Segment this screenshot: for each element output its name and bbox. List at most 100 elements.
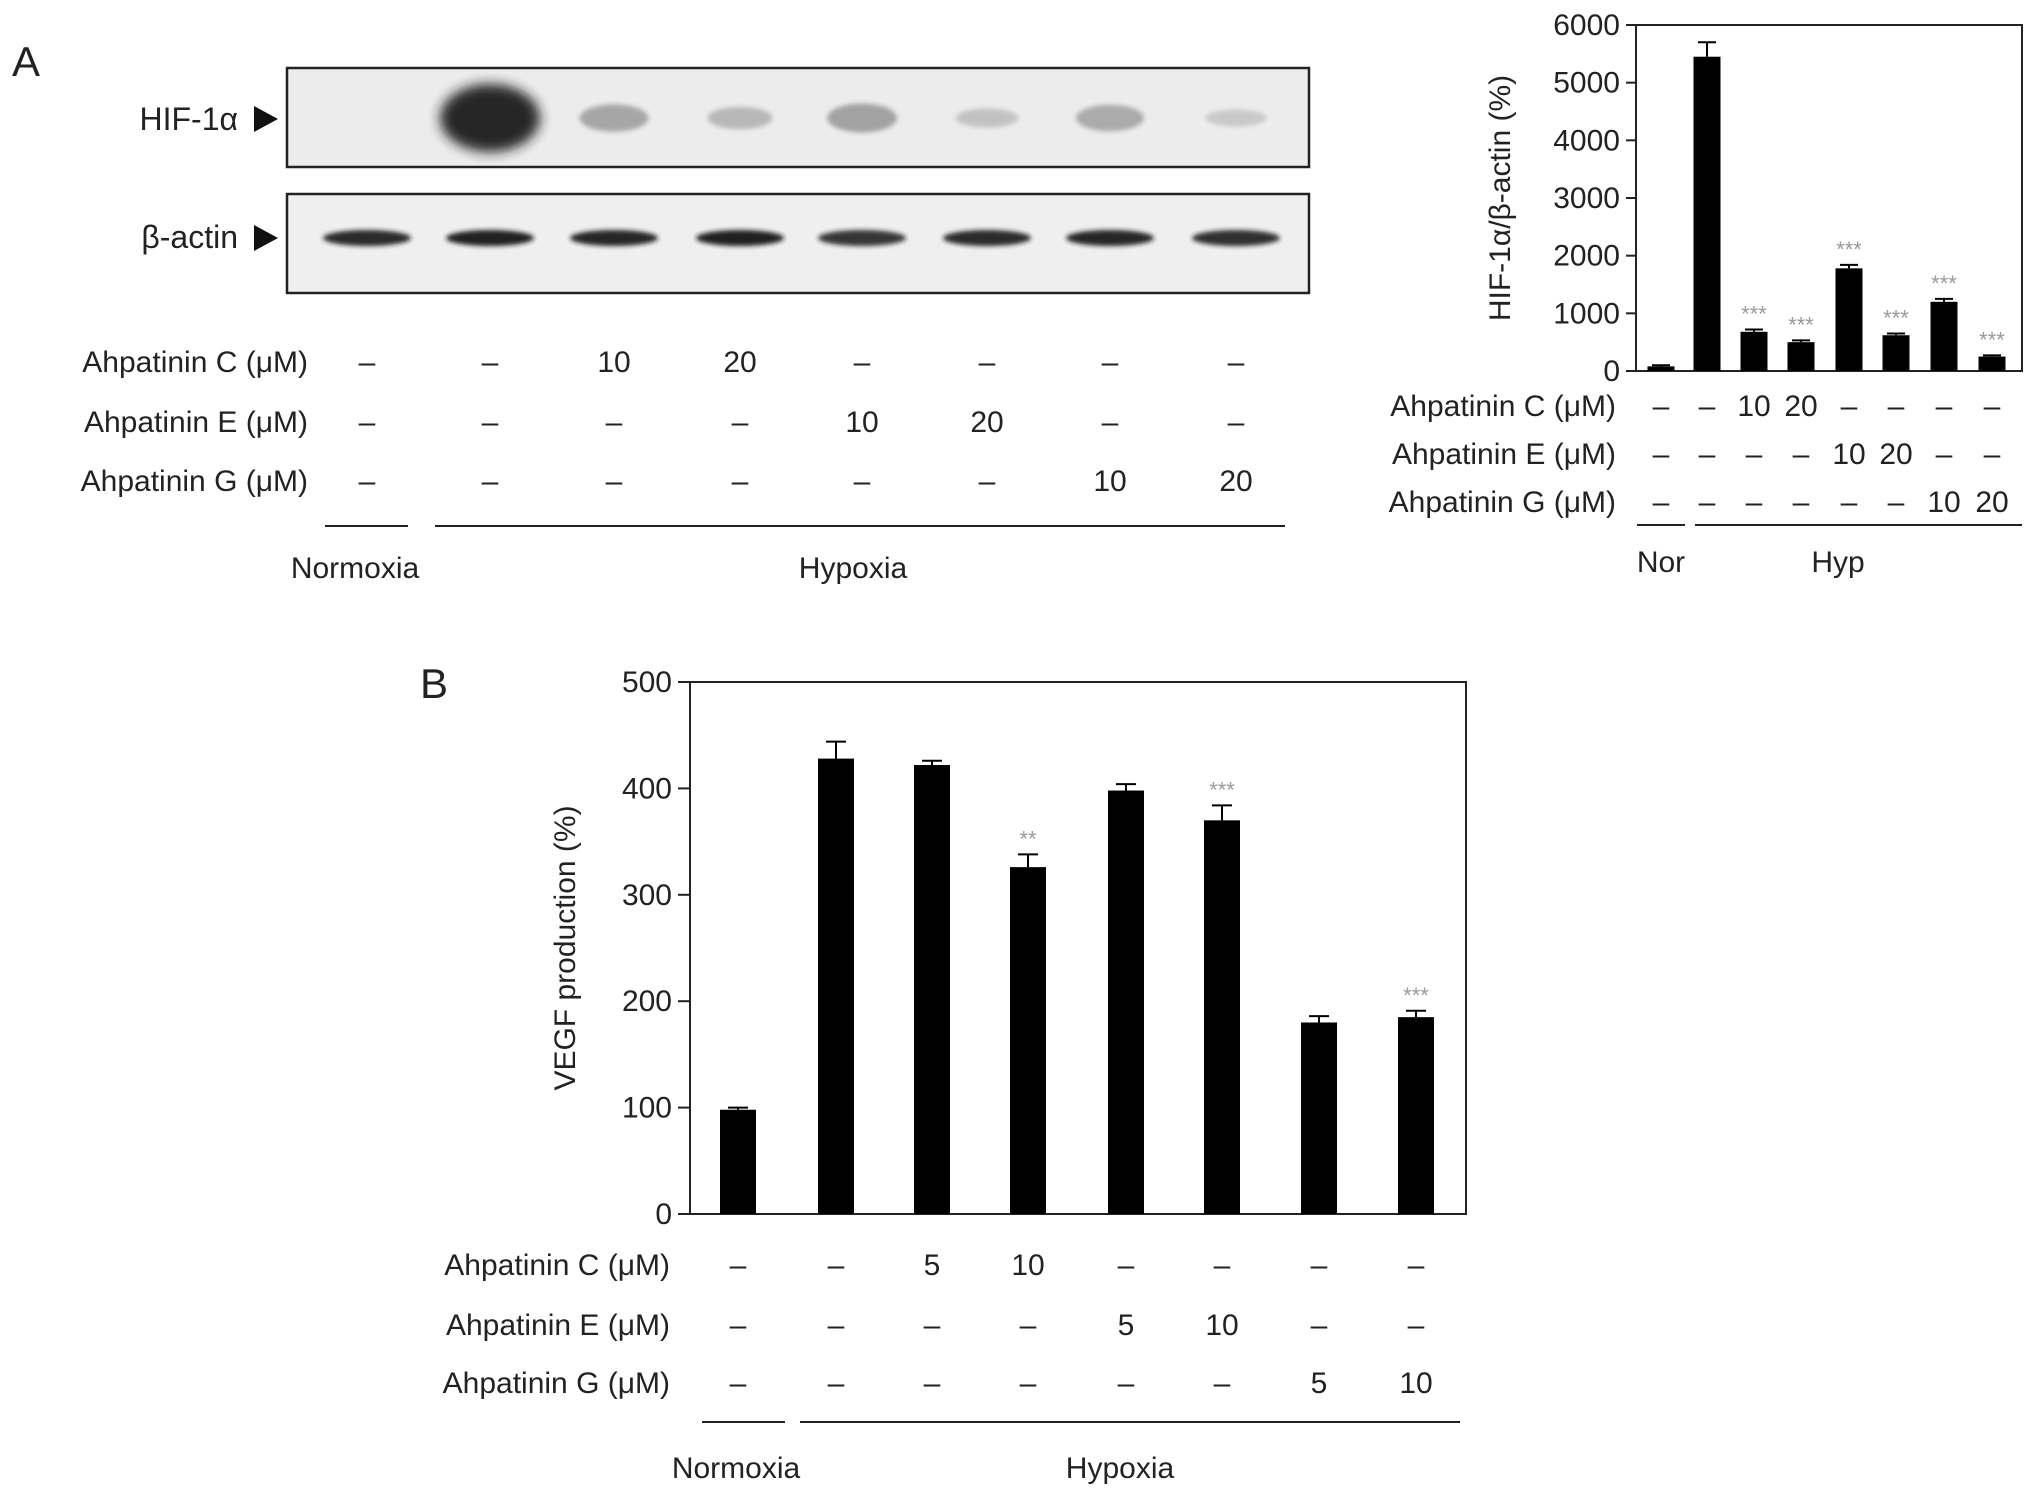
treatment-cell: 20: [1879, 438, 1912, 471]
blot-e-cell: –: [1228, 406, 1245, 439]
actin-band: [943, 230, 1031, 246]
bar: [720, 1109, 756, 1214]
bar: [1398, 1017, 1434, 1214]
hif-band: [707, 106, 773, 130]
blot-g-cell: –: [606, 465, 623, 498]
actin-label: β-actin: [141, 219, 238, 255]
blot-e-cell: –: [359, 406, 376, 439]
y-tick-label: 100: [622, 1092, 672, 1125]
treatment-cell: –: [730, 1249, 747, 1282]
treatment-cell: –: [1888, 486, 1905, 519]
chart-a-bars: *** *** *** *** *** ***: [1647, 41, 2006, 371]
actin-bands: [323, 230, 1280, 246]
bar: [1787, 342, 1815, 371]
blot-normoxia-label: Normoxia: [291, 552, 420, 585]
chart-a-ahpatinin-g-label: Ahpatinin G (μM): [1389, 486, 1616, 519]
chart-b-ahpatinin-g-label: Ahpatinin G (μM): [443, 1367, 670, 1400]
y-tick-label: 300: [622, 879, 672, 912]
chart-a-hypoxia-label: Hyp: [1811, 546, 1864, 579]
hif-arrowhead-icon: [254, 106, 278, 132]
chart-b-plot-frame: [689, 681, 1467, 1215]
significance-mark: ***: [1836, 237, 1862, 262]
bar: [1647, 366, 1675, 371]
chart-b-treatment-table: – – 5 10 – – – – – – – – 5 10 – – – – – – – – 5 10: [730, 1249, 1433, 1400]
y-tick-label: 400: [622, 772, 672, 805]
bar: [1930, 301, 1958, 371]
bar: [1835, 268, 1863, 371]
treatment-cell: –: [1793, 438, 1810, 471]
y-tick-label: 0: [655, 1198, 672, 1231]
treatment-cell: –: [1984, 438, 2001, 471]
bar: [914, 764, 950, 1214]
treatment-cell: –: [828, 1367, 845, 1400]
treatment-cell: 10: [1205, 1309, 1238, 1342]
bar: [1010, 867, 1046, 1214]
treatment-cell: –: [1214, 1249, 1231, 1282]
bar: [1978, 356, 2006, 371]
treatment-cell: 20: [1975, 486, 2008, 519]
treatment-cell: –: [1118, 1249, 1135, 1282]
treatment-cell: –: [1699, 438, 1716, 471]
chart-b-bars: ********: [720, 740, 1434, 1214]
actin-band: [323, 230, 411, 246]
treatment-cell: –: [1653, 438, 1670, 471]
treatment-cell: –: [1936, 438, 1953, 471]
y-tick-label: 6000: [1553, 9, 1620, 42]
blot-c-cell: 20: [723, 346, 756, 379]
treatment-cell: 10: [1832, 438, 1865, 471]
chart-a-normoxia-label: Nor: [1637, 546, 1685, 579]
treatment-cell: –: [730, 1309, 747, 1342]
significance-mark: ***: [1979, 327, 2005, 352]
blot-c-cell: –: [1102, 346, 1119, 379]
treatment-cell: 5: [924, 1249, 941, 1282]
hif-label: HIF-1α: [140, 101, 239, 137]
chart-b-normoxia-label: Normoxia: [672, 1452, 801, 1485]
blot-e-cell: –: [482, 406, 499, 439]
blot-treatment-table: Ahpatinin C (μM) Ahpatinin E (μM) Ahpati…: [81, 346, 1285, 585]
blot-g-cell: –: [732, 465, 749, 498]
chart-a-treatment-table: – –10 20– – – –– – – –10 20– –– – – – – –10 20: [1653, 390, 2009, 519]
treatment-cell: 10: [1927, 486, 1960, 519]
significance-mark: ***: [1741, 301, 1767, 326]
bar: [1693, 56, 1721, 371]
significance-mark: ***: [1931, 271, 1957, 296]
bar: [1882, 335, 1910, 371]
treatment-cell: –: [1020, 1309, 1037, 1342]
treatment-cell: –: [924, 1367, 941, 1400]
treatment-cell: 5: [1311, 1367, 1328, 1400]
blot-g-cell: –: [482, 465, 499, 498]
actin-band: [818, 230, 906, 246]
blot-ahpatinin-c-label: Ahpatinin C (μM): [82, 346, 308, 379]
treatment-cell: –: [1311, 1309, 1328, 1342]
chart-b-hypoxia-label: Hypoxia: [1066, 1452, 1175, 1485]
actin-band: [1066, 230, 1154, 246]
significance-mark: ***: [1403, 983, 1429, 1008]
y-tick-label: 3000: [1553, 182, 1620, 215]
chart-b-ahpatinin-e-label: Ahpatinin E (μM): [446, 1309, 670, 1342]
treatment-cell: –: [1746, 438, 1763, 471]
blot-ahpatinin-g-label: Ahpatinin G (μM): [81, 465, 308, 498]
treatment-cell: –: [1841, 390, 1858, 423]
treatment-cell: 10: [1399, 1367, 1432, 1400]
actin-membrane: [285, 192, 1311, 295]
hif-band: [579, 104, 649, 132]
y-tick-label: 200: [622, 985, 672, 1018]
bar: [818, 758, 854, 1214]
hif-bands: [440, 84, 1267, 152]
significance-mark: ***: [1209, 777, 1235, 802]
blot-g-cell: 20: [1219, 465, 1252, 498]
y-tick-label: 0: [1603, 355, 1620, 388]
hif-band: [1205, 109, 1267, 127]
bar: [1108, 790, 1144, 1214]
treatment-cell: –: [1841, 486, 1858, 519]
y-tick-label: 4000: [1553, 124, 1620, 157]
blot-e-cell: 20: [970, 406, 1003, 439]
blot-c-cell: –: [482, 346, 499, 379]
treatment-cell: –: [1984, 390, 2001, 423]
treatment-cell: –: [1653, 486, 1670, 519]
treatment-cell: –: [1311, 1249, 1328, 1282]
hif-band: [1076, 104, 1144, 132]
y-tick-label: 2000: [1553, 240, 1620, 273]
